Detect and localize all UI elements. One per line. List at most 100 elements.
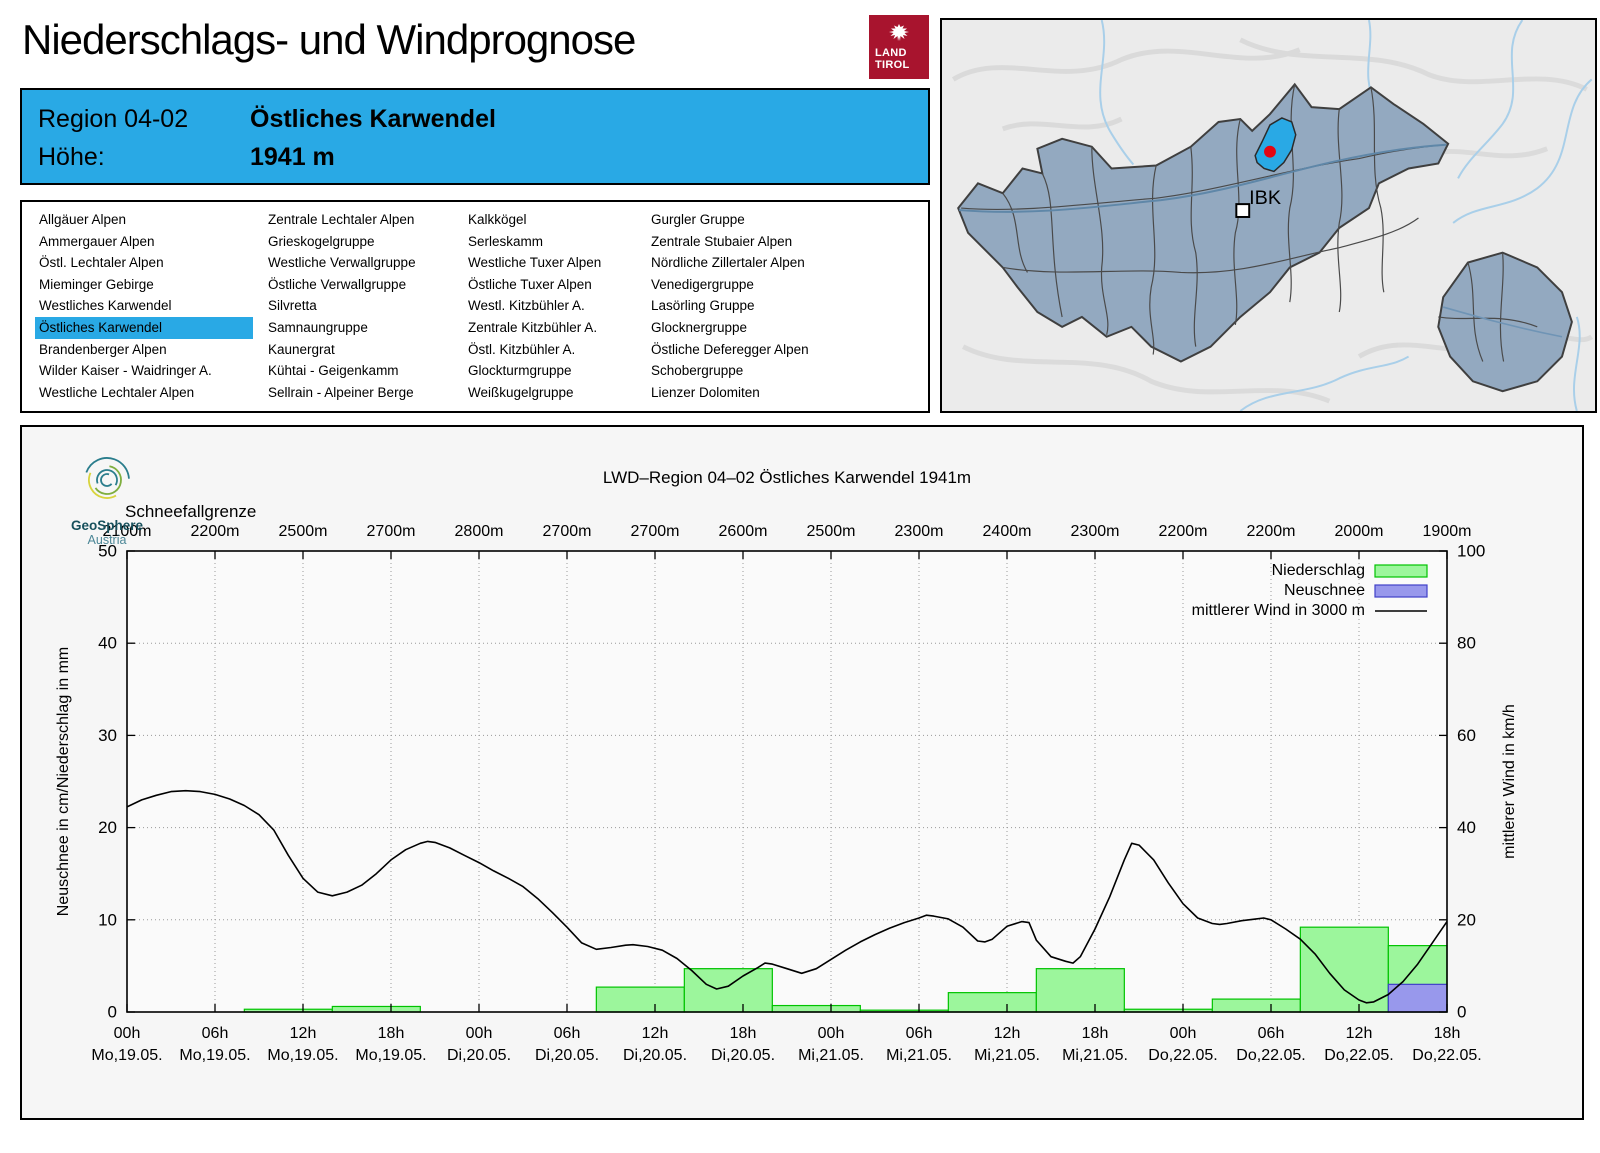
region-list-item[interactable]: Westl. Kitzbühler A.	[468, 298, 585, 314]
y-tick-right: 40	[1457, 818, 1476, 837]
x-tick-date: Mo,19.05.	[179, 1047, 250, 1064]
x-tick-date: Mi,21.05.	[974, 1047, 1040, 1064]
precipitation-bar	[683, 968, 773, 1013]
x-tick-date: Do,22.05.	[1324, 1047, 1393, 1064]
snowline-value: 2700m	[631, 523, 680, 540]
region-list-item[interactable]: Weißkugelgruppe	[468, 384, 574, 400]
region-list-item[interactable]: Silvretta	[268, 298, 317, 314]
x-tick-hour: 00h	[1170, 1025, 1197, 1042]
plot-border	[126, 550, 1448, 1013]
logo-text-tirol: TIROL	[875, 59, 910, 71]
x-tick-hour: 12h	[1346, 1025, 1373, 1042]
region-list-item[interactable]: Sellrain - Alpeiner Berge	[268, 384, 414, 400]
x-tick-hour: 18h	[1434, 1025, 1461, 1042]
precipitation-bar	[947, 992, 1037, 1013]
x-tick-hour: 00h	[114, 1025, 141, 1042]
x-tick-hour: 12h	[290, 1025, 317, 1042]
geosphere-name: GeoSphere	[70, 518, 144, 533]
forecast-chart: 00h Mo,19.05. 2100m 06h Mo,19.05. 2200m 12h Mo,…	[55, 468, 1518, 1064]
tirol-overview-map: IBK	[940, 18, 1597, 413]
wind-line	[126, 789, 1448, 1004]
y-tick-left: 0	[108, 1003, 117, 1022]
region-list-column: Allgäuer Alpen Ammergauer Alpen Östl. Lech…	[35, 209, 264, 411]
region-borders	[961, 84, 1447, 355]
region-list-item[interactable]: Nördliche Zillertaler Alpen	[651, 255, 805, 271]
tirol-eagle-icon	[889, 24, 909, 41]
region-list-item[interactable]: Ammergauer Alpen	[39, 233, 155, 249]
region-list-item[interactable]: Samnaungruppe	[268, 319, 368, 335]
altitude-label: Höhe:	[38, 142, 105, 171]
region-list-item[interactable]: Kühtai - Geigenkamm	[268, 363, 399, 379]
x-tick-date: Do,22.05.	[1148, 1047, 1217, 1064]
region-list-item[interactable]: Wilder Kaiser - Waidringer A.	[39, 363, 212, 379]
legend-label: Niederschlag	[1272, 562, 1365, 579]
region-list-item[interactable]: Zentrale Kitzbühler A.	[468, 319, 598, 335]
region-list-item-selected[interactable]: Östliches Karwendel	[35, 316, 253, 339]
page-title: Niederschlags- und Windprognose	[22, 16, 636, 63]
x-tick-hour: 12h	[994, 1025, 1021, 1042]
x-tick-hour: 06h	[1258, 1025, 1285, 1042]
x-tick-hour: 06h	[906, 1025, 933, 1042]
x-tick-date: Mi,21.05.	[886, 1047, 952, 1064]
x-tick-date: Mi,21.05.	[798, 1047, 864, 1064]
snowline-value: 2200m	[1159, 523, 1208, 540]
region-list-item[interactable]: Östl. Lechtaler Alpen	[39, 255, 164, 271]
snowline-value: 2300m	[895, 523, 944, 540]
region-list-item[interactable]: Westliche Verwallgruppe	[268, 255, 416, 271]
x-tick-date: Di,20.05.	[447, 1047, 511, 1064]
region-list-item[interactable]: Östl. Kitzbühler A.	[468, 341, 576, 357]
region-list-item[interactable]: Allgäuer Alpen	[39, 212, 127, 227]
region-header-box: Region 04-02 Östliches Karwendel Höhe: 1…	[20, 88, 930, 185]
region-list-item[interactable]: Glockturmgruppe	[468, 363, 572, 379]
map-svg: IBK	[943, 20, 1594, 411]
y-tick-right: 0	[1457, 1003, 1466, 1022]
axis-labels: 00h Mo,19.05. 2100m 06h Mo,19.05. 2200m 12h Mo,…	[55, 468, 1518, 1064]
ibk-square-marker	[1235, 203, 1251, 218]
region-list-item[interactable]: Schobergruppe	[651, 363, 744, 379]
region-list-item[interactable]: Brandenberger Alpen	[39, 341, 167, 357]
snowline-value: 2600m	[719, 523, 768, 540]
region-list-item[interactable]: Venedigergruppe	[651, 276, 754, 292]
chart-title: LWD–Region 04–02 Östliches Karwendel 194…	[603, 468, 971, 487]
region-list-item[interactable]: Östliche Tuxer Alpen	[468, 276, 592, 292]
y-tick-left: 10	[98, 910, 117, 929]
snowline-value: 2700m	[543, 523, 592, 540]
plot-area	[127, 551, 1447, 1012]
region-list-item[interactable]: Lienzer Dolomiten	[651, 384, 760, 400]
geosphere-sub: Austria	[87, 533, 127, 547]
snowline-value: 2200m	[191, 523, 240, 540]
y-tick-right: 100	[1457, 542, 1485, 561]
region-list-item[interactable]: Zentrale Lechtaler Alpen	[268, 212, 415, 227]
region-list-item[interactable]: Westliche Lechtaler Alpen	[39, 384, 195, 400]
snowline-value: 2800m	[455, 523, 504, 540]
precipitation-bar	[331, 1005, 421, 1013]
legend-swatch	[1374, 564, 1428, 578]
region-list-item[interactable]: Glocknergruppe	[651, 319, 748, 335]
region-list-item[interactable]: Westliche Tuxer Alpen	[468, 255, 602, 271]
region-list-item[interactable]: Lasörling Gruppe	[651, 298, 755, 314]
river-lines	[1099, 20, 1593, 411]
region-list-item[interactable]: Serleskamm	[468, 233, 544, 249]
snowline-value: 2100m	[103, 523, 152, 540]
geosphere-swirl-icon	[84, 457, 130, 503]
region-list-item[interactable]: Gurgler Gruppe	[651, 212, 745, 227]
inn-river	[959, 143, 1447, 213]
x-tick-hour: 18h	[378, 1025, 405, 1042]
precipitation-bar	[595, 986, 685, 1013]
precipitation-bar	[1299, 926, 1389, 1013]
region-list-item[interactable]: Kaunergrat	[268, 341, 335, 357]
region-list-item[interactable]: Grieskogelgruppe	[268, 233, 375, 249]
y-tick-right: 60	[1457, 726, 1476, 745]
precipitation-bar	[771, 1004, 861, 1013]
region-list: Allgäuer Alpen Ammergauer Alpen Östl. Lech…	[20, 200, 930, 413]
snowline-value: 2000m	[1335, 523, 1384, 540]
region-list-column: Kalkkögel Serleskamm Westliche Tuxer Alpen…	[464, 209, 647, 411]
region-list-item[interactable]: Mieminger Gebirge	[39, 276, 154, 292]
snowline-value: 1900m	[1423, 523, 1472, 540]
region-list-item[interactable]: Westliches Karwendel	[39, 298, 172, 314]
region-list-item[interactable]: Östliche Deferegger Alpen	[651, 341, 809, 357]
region-list-item[interactable]: Zentrale Stubaier Alpen	[651, 233, 793, 249]
region-list-item[interactable]: Kalkkögel	[468, 212, 527, 227]
region-list-item[interactable]: Östliche Verwallgruppe	[268, 276, 407, 292]
precipitation-bar	[1211, 998, 1301, 1013]
